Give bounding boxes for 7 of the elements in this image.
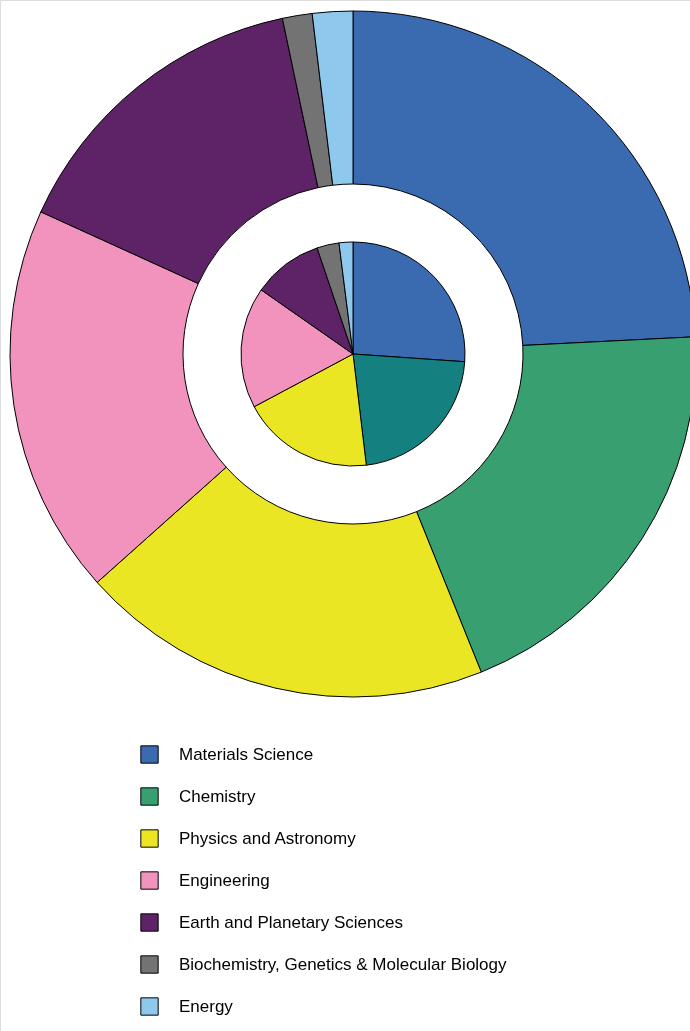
legend-label: Earth and Planetary Sciences xyxy=(179,912,403,932)
legend-label: Physics and Astronomy xyxy=(179,828,357,848)
legend-label: Materials Science xyxy=(179,744,314,764)
legend-label: Biochemistry, Genetics & Molecular Biology xyxy=(179,954,508,974)
legend-label: Energy xyxy=(179,996,234,1016)
legend-label: Engineering xyxy=(179,870,270,890)
legend-label: Chemistry xyxy=(179,786,257,806)
